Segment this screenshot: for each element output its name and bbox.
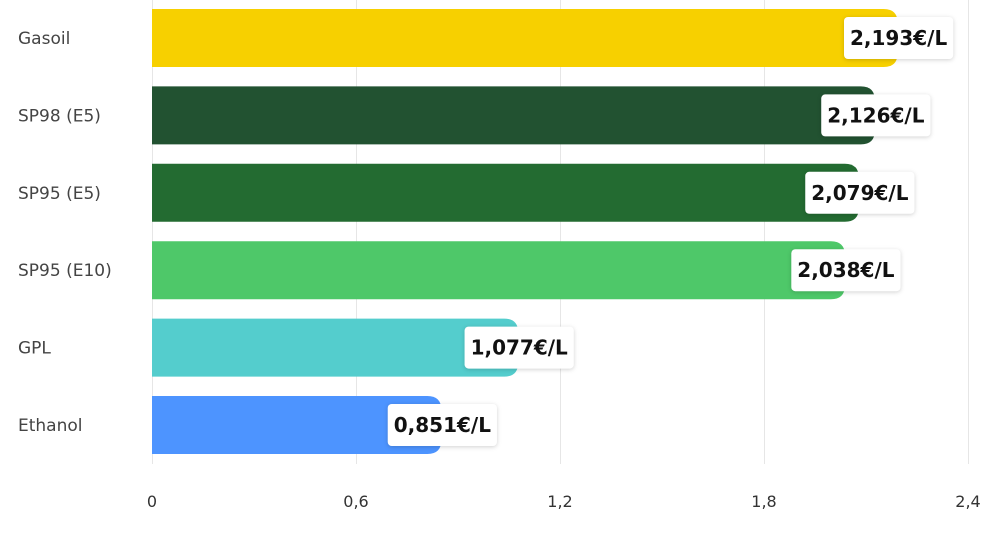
value-label-box bbox=[844, 17, 954, 59]
bar bbox=[152, 9, 898, 67]
x-tick-label: 2,4 bbox=[955, 492, 980, 511]
category-label: SP95 (E5) bbox=[18, 184, 101, 204]
value-label: 0,851€/L bbox=[387, 404, 497, 446]
bar bbox=[152, 318, 519, 377]
x-axis-ticks: 0 0,6 1,2 1,8 2,4 bbox=[147, 492, 981, 511]
category-label: Gasoil bbox=[18, 29, 70, 49]
value-label-text: 2,079€/L bbox=[811, 181, 908, 205]
bar bbox=[152, 241, 845, 300]
value-label-box bbox=[791, 249, 901, 292]
bars bbox=[152, 9, 898, 454]
x-tick-label: 0 bbox=[147, 492, 157, 511]
category-label: SP98 (E5) bbox=[18, 106, 101, 126]
category-label: SP95 (E10) bbox=[18, 261, 112, 281]
value-label-text: 0,851€/L bbox=[394, 413, 491, 437]
value-labels: 2,193€/L 2,126€/L 2,079€/L 2,038€/L 1,077€/L… bbox=[387, 17, 954, 446]
x-tick-label: 1,2 bbox=[547, 492, 572, 511]
value-label-box bbox=[821, 94, 931, 137]
value-label: 1,077€/L bbox=[464, 326, 574, 369]
grid-lines bbox=[152, 0, 969, 464]
bar bbox=[152, 163, 859, 222]
value-label-box bbox=[387, 404, 497, 446]
x-tick-label: 1,8 bbox=[751, 492, 776, 511]
x-tick-label: 0,6 bbox=[343, 492, 368, 511]
value-label-box bbox=[464, 326, 574, 369]
value-label: 2,079€/L bbox=[805, 171, 915, 214]
bar bbox=[152, 396, 442, 454]
bar bbox=[152, 86, 875, 145]
value-label-text: 1,077€/L bbox=[471, 336, 568, 360]
category-labels: Gasoil SP98 (E5) SP95 (E5) SP95 (E10) GPL Eth… bbox=[18, 29, 112, 436]
value-label-text: 2,126€/L bbox=[827, 103, 924, 127]
value-label-text: 2,038€/L bbox=[797, 258, 894, 282]
value-label: 2,038€/L bbox=[791, 249, 901, 292]
value-label-box bbox=[805, 171, 915, 214]
value-label: 2,193€/L bbox=[844, 17, 954, 59]
category-label: Ethanol bbox=[18, 416, 83, 436]
category-label: GPL bbox=[18, 339, 51, 359]
value-label-text: 2,193€/L bbox=[850, 26, 947, 50]
value-label: 2,126€/L bbox=[821, 94, 931, 137]
